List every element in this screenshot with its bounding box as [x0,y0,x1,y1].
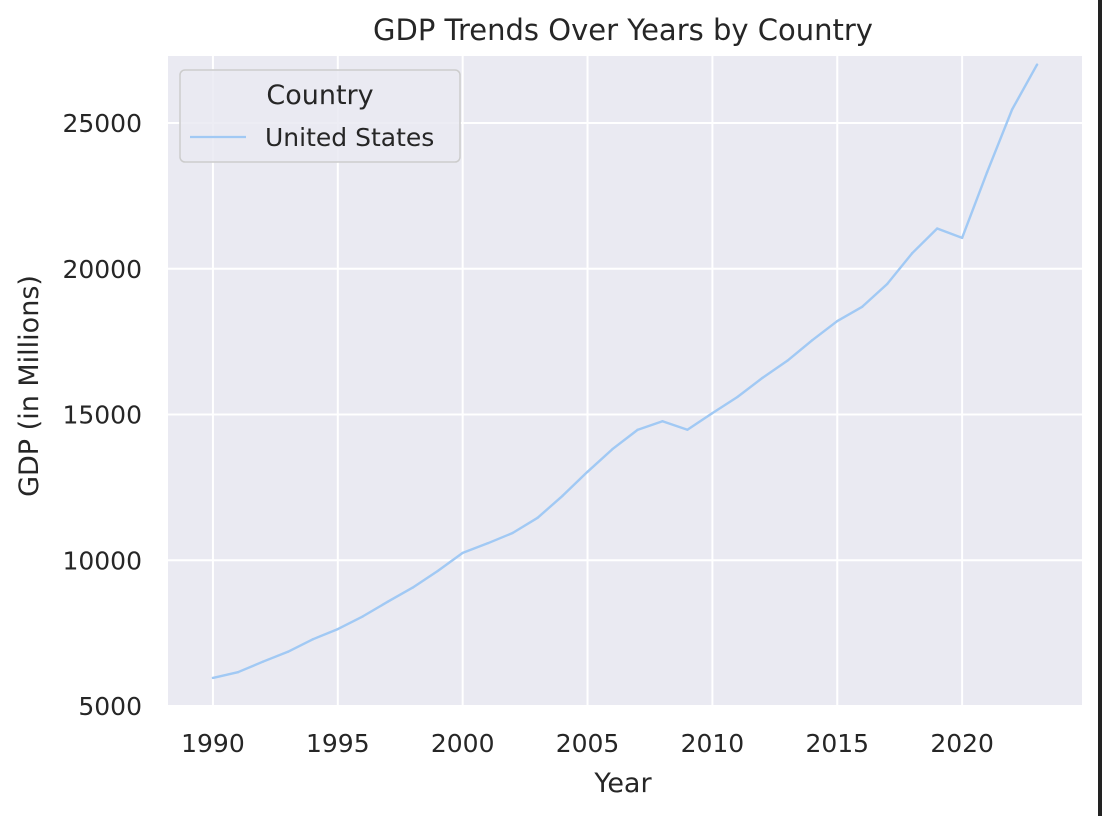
data-point [511,531,514,535]
data-point [636,428,639,432]
data-point [436,569,439,573]
data-point [486,542,489,545]
legend-title: Country [266,80,373,111]
y-tick-label: 15000 [62,401,142,430]
plot-area [168,56,1082,706]
chart-title: GDP Trends Over Years by Country [373,13,873,47]
x-tick-label: 2020 [930,729,994,758]
data-point [985,170,989,174]
data-point [935,227,939,230]
series-line-united-states [211,63,1039,680]
data-point [1035,63,1039,66]
data-point [411,586,414,589]
x-tick-label: 2005 [556,729,620,758]
data-point [536,516,539,519]
legend-box [179,69,461,163]
x-tick-label: 1990 [181,729,245,758]
data-point [910,252,914,255]
data-point [586,470,589,473]
data-point [336,627,340,631]
data-point [786,359,789,363]
data-point [261,660,265,663]
data-point [386,600,389,603]
data-point [861,305,864,309]
data-point [811,338,814,342]
legend: Country United States [179,69,461,163]
x-tick-label: 2015 [805,729,869,758]
data-point [461,551,464,555]
data-point [886,282,889,286]
data-point [311,638,315,641]
legend-label: United States [265,123,434,152]
data-point [736,395,739,399]
y-axis-label: GDP (in Millions) [14,275,45,497]
data-point [711,411,714,415]
data-point [611,447,614,451]
x-tick-label: 2000 [431,729,495,758]
x-tick-label: 2010 [681,729,745,758]
y-tick-label: 20000 [62,255,142,284]
data-point [236,671,240,674]
data-point [686,428,689,431]
y-tick-label: 10000 [62,546,142,575]
data-point [761,376,764,380]
x-axis-label: Year [593,768,652,799]
x-tick-label: 1995 [306,729,370,758]
data-point [1010,108,1014,111]
data-point [361,615,364,618]
y-tick-label: 5000 [78,692,142,721]
data-point [960,236,964,240]
window-border [1098,0,1102,816]
y-tick-label: 25000 [62,109,142,138]
data-point [836,319,839,323]
data-point [211,676,215,680]
data-point [286,650,290,654]
data-point [661,420,664,423]
data-point [561,494,564,497]
